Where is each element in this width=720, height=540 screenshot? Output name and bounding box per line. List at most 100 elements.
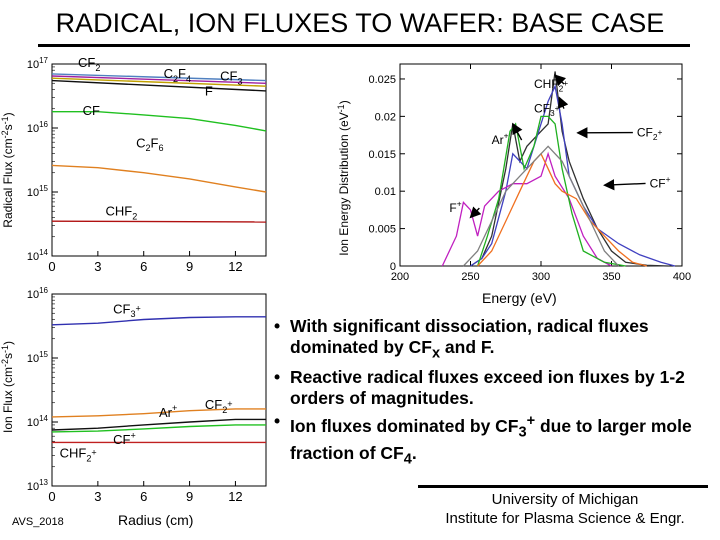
y-axis-title: Ion Flux (cm-2s-1) [0,341,15,433]
series-label: Ar+ [159,403,177,420]
series-label: CF2 [78,55,100,73]
bullet-list: • With significant dissociation, radical … [274,316,720,472]
x-tick-label: 400 [673,271,691,283]
institute-name: Institute for Plasma Science & Engr. [445,510,685,527]
bullet-text-tail: and F. [440,337,495,357]
bullet-text: With significant dissociation, radical f… [290,316,649,357]
university-name: University of Michigan [491,491,639,508]
bullet-item: • Reactive radical fluxes exceed ion flux… [274,367,720,409]
annotation-arrow [603,179,646,191]
x-tick-label: 12 [228,489,242,504]
bullet-text-tail: due to larger mole fraction of CF [290,415,692,463]
y-tick-label: 0.02 [375,111,396,123]
series-label: F [205,84,213,99]
x-tick-label: 200 [391,271,409,283]
annotation-label: CF2+ [637,126,663,143]
series-label: CHF2+ [60,445,97,463]
bullet-item: • With significant dissociation, radical … [274,316,720,365]
series-line [51,408,266,418]
y-tick-label: 0.025 [368,74,396,86]
x-tick-label: 12 [228,259,242,274]
affiliation: University of Michigan Institute for Pla… [410,490,720,528]
annotation-label: CF+ [650,174,671,190]
annotation-label: CF3+ [534,102,560,119]
x-tick-label: 250 [461,271,479,283]
y-tick-label: 0.015 [368,149,396,161]
y-tick-label: 1017 [27,56,49,71]
series-line [51,79,267,92]
y-tick-label: 1014 [27,414,49,429]
series-label: C2F6 [136,135,163,153]
series-line [51,316,266,326]
annotation-arrow [554,74,567,87]
plot-frame [51,293,267,487]
series-line [470,84,676,267]
y-tick-label: 0.005 [368,224,396,236]
series-label: CF2+ [205,397,233,415]
series-line [476,115,626,267]
annotation-label: F+ [449,199,461,215]
y-tick-label: 0 [390,261,396,273]
x-tick-label: 3 [94,489,101,504]
y-axis-title: Ion Energy Distribution (eV-1) [336,100,351,255]
energy-axis-label: Energy (eV) [482,290,557,306]
bullet-marker: • [274,316,281,336]
y-axis-title: Radical Flux (cm-2s-1) [0,112,15,227]
series-line [51,75,267,84]
page-title: RADICAL, ION FLUXES TO WAFER: BASE CASE [55,8,665,38]
series-line [51,418,266,431]
series-line [470,71,668,267]
footer-rule [418,485,708,488]
bullet-subscript: x [431,345,441,362]
annotation-arrow [557,96,569,109]
series-line [51,424,266,433]
ion-energy-distribution-chart: 0 0.005 0.01 0.015 0.02 0.025 200 250 300 350 400 C… [336,63,691,283]
conference-tag: AVS_2018 [12,516,64,528]
series-line [52,111,267,132]
series-label: CF3 [220,69,242,87]
plot-frame [51,63,267,257]
series-line [51,73,267,82]
bullet-superscript: + [526,412,536,429]
x-tick-label: 6 [140,259,147,274]
y-tick-label: 1016 [27,286,49,301]
y-tick-label: 0.01 [375,186,396,198]
x-tick-label: 350 [602,271,620,283]
y-tick-label: 1016 [27,120,49,135]
bullet-marker: • [274,366,281,387]
bullet-marker: • [274,410,281,431]
series-line [51,77,267,87]
title-underline [38,44,690,47]
series-line [477,152,647,267]
ion-flux-chart: 1013 1014 1015 1016 0 3 6 9 12 CF3+ CF2+ Ar+ CF+ CHF2… [0,286,267,504]
bullet-subscript: 3 [518,423,527,440]
radius-axis-label: Radius (cm) [118,512,194,528]
radical-flux-chart: 1014 1015 1016 1017 0 3 6 9 12 CF2 C2F4 CF3 F CF C2F6 C… [0,55,267,274]
series-label: CF+ [113,430,136,447]
bullet-text: Reactive radical fluxes exceed ion fluxe… [290,366,685,408]
series-label: CF3+ [113,301,141,319]
bullet-text-tail: . [411,442,417,463]
y-tick-label: 1015 [27,350,49,365]
x-tick-label: 6 [140,489,147,504]
series-label: C2F4 [164,66,191,84]
bullet-item: • Ion fluxes dominated by CF3+ due to lar… [274,411,720,471]
series-line [51,220,267,223]
y-tick-label: 1015 [27,184,49,199]
series-line [51,164,267,193]
x-tick-label: 300 [532,271,550,283]
series-label: CHF2 [106,203,138,221]
x-tick-label: 0 [48,259,55,274]
x-tick-label: 9 [186,489,193,504]
series-line [462,145,620,267]
series-label: CF [83,103,100,118]
annotation-arrow [469,206,482,219]
annotation-label: Ar+ [492,131,509,147]
bullet-text: Ion fluxes dominated by CF [290,415,519,436]
annotation-arrow [512,122,523,141]
x-tick-label: 9 [186,259,193,274]
plot-frame [399,63,683,267]
bullet-subscript: 4 [403,451,412,468]
x-tick-label: 0 [48,489,55,504]
y-tick-label: 1014 [27,248,49,263]
